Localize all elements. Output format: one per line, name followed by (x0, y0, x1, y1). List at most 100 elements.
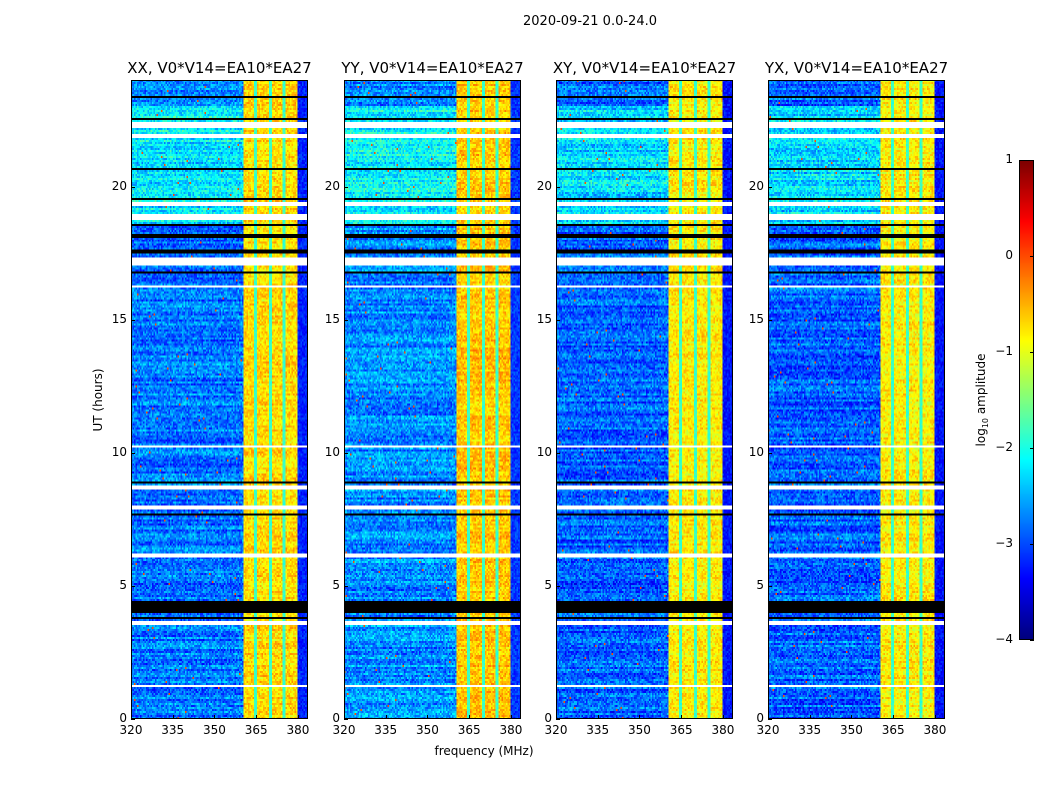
colorbar-tick-label: −4 (995, 632, 1013, 646)
panel-title: YX, V0*V14=EA10*EA27 (764, 59, 949, 77)
y-tick (556, 719, 560, 720)
y-tick-label: 20 (324, 178, 340, 193)
x-tick (385, 715, 387, 719)
x-tick (469, 715, 471, 719)
y-tick (768, 319, 772, 321)
y-tick (556, 186, 560, 188)
spectrogram-panel-1 (344, 80, 521, 719)
y-tick-label: 20 (536, 178, 552, 193)
y-tick-label: 15 (536, 311, 552, 326)
colorbar-tick (1030, 640, 1034, 641)
y-tick-label: 5 (332, 577, 340, 592)
y-tick-label: 0 (544, 711, 552, 725)
x-tick-label: 320 (119, 723, 143, 737)
y-tick (556, 452, 560, 454)
x-axis-label: frequency (MHz) (434, 744, 534, 758)
colorbar-tick-label: −1 (995, 344, 1013, 358)
x-tick-label: 350 (628, 723, 651, 737)
y-tick-label: 15 (324, 311, 340, 326)
x-tick-label: 380 (286, 723, 310, 737)
x-tick-label: 380 (711, 723, 735, 737)
y-tick (768, 719, 772, 720)
x-tick (597, 715, 599, 719)
x-tick (427, 715, 429, 719)
x-tick (934, 715, 936, 719)
y-tick-label: 15 (748, 311, 764, 326)
heatmap-image (768, 80, 945, 719)
colorbar-tick (1030, 544, 1034, 545)
y-tick-label: 5 (756, 577, 764, 592)
y-axis-label: UT (hours) (91, 368, 105, 432)
colorbar-tick (1030, 160, 1034, 161)
panel-title: XX, V0*V14=EA10*EA27 (127, 59, 312, 77)
x-tick (214, 715, 216, 719)
y-tick-label: 10 (111, 444, 127, 459)
x-tick-label: 365 (881, 723, 905, 737)
x-tick-label: 320 (756, 723, 780, 737)
y-tick-label: 5 (544, 577, 552, 592)
y-tick-label: 15 (111, 311, 127, 326)
x-tick-label: 335 (586, 723, 610, 737)
figure-title: 2020-09-21 0.0-24.0 (523, 14, 657, 29)
spectrogram-panel-3 (768, 80, 945, 719)
colorbar-tick-label: −2 (995, 440, 1013, 454)
x-tick-label: 335 (374, 723, 398, 737)
heatmap-image (344, 80, 521, 719)
heatmap-image (131, 80, 308, 719)
y-tick (768, 585, 772, 587)
colorbar-tick-label: −3 (995, 536, 1013, 550)
colorbar-tick (1030, 256, 1034, 257)
colorbar-tick (1030, 448, 1034, 449)
x-tick (172, 715, 174, 719)
x-tick (297, 715, 299, 719)
x-tick-label: 365 (669, 723, 693, 737)
y-tick-label: 0 (332, 711, 340, 725)
x-tick-label: 350 (416, 723, 439, 737)
x-tick (556, 715, 557, 719)
x-tick (510, 715, 512, 719)
x-tick-label: 335 (161, 723, 185, 737)
x-tick (639, 715, 641, 719)
y-tick-label: 10 (324, 444, 340, 459)
panel-title: XY, V0*V14=EA10*EA27 (552, 59, 737, 77)
y-tick-label: 20 (748, 178, 764, 193)
x-tick (722, 715, 724, 719)
x-tick (893, 715, 895, 719)
x-tick (809, 715, 811, 719)
y-tick-label: 20 (111, 178, 127, 193)
x-tick (768, 715, 769, 719)
x-tick (256, 715, 258, 719)
y-tick (131, 719, 135, 720)
y-tick-label: 10 (748, 444, 764, 459)
x-tick-label: 335 (798, 723, 822, 737)
colorbar-tick-label: 0 (1005, 248, 1013, 262)
y-tick (344, 719, 348, 720)
x-tick-label: 365 (244, 723, 268, 737)
x-tick (681, 715, 683, 719)
x-tick (851, 715, 853, 719)
y-tick-label: 0 (756, 711, 764, 725)
y-tick (131, 452, 135, 454)
panel-title: YY, V0*V14=EA10*EA27 (341, 59, 524, 77)
x-tick-label: 365 (457, 723, 481, 737)
x-tick-label: 380 (499, 723, 523, 737)
y-tick (768, 186, 772, 188)
y-tick-label: 0 (119, 711, 127, 725)
y-tick (344, 452, 348, 454)
spectrogram-panel-2 (556, 80, 733, 719)
y-tick (131, 585, 135, 587)
y-tick (556, 585, 560, 587)
x-tick-label: 320 (544, 723, 568, 737)
colorbar (1019, 160, 1034, 640)
y-tick-label: 5 (119, 577, 127, 592)
colorbar-label: log10 amplitude (973, 353, 991, 447)
y-tick (768, 452, 772, 454)
y-tick (131, 319, 135, 321)
x-tick-label: 320 (332, 723, 356, 737)
y-tick (344, 319, 348, 321)
y-tick (131, 186, 135, 188)
x-tick (131, 715, 132, 719)
colorbar-tick-label: 1 (1005, 152, 1013, 166)
x-tick (344, 715, 345, 719)
x-tick-label: 350 (203, 723, 226, 737)
